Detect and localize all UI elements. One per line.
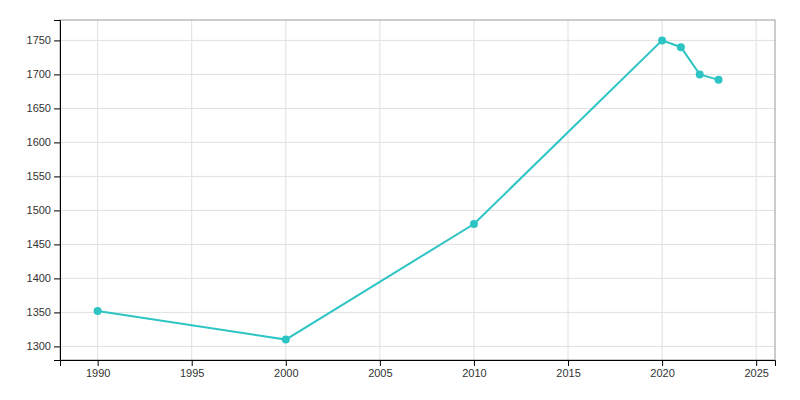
y-grid-line [60,312,775,313]
y-tick-label: 1400 [27,272,51,284]
x-tick: 2015 [556,360,580,379]
x-tick-mark [756,360,757,366]
y-tick: 1750 [27,34,60,46]
y-tick-mark [54,108,60,109]
y-grid-line [60,40,775,41]
x-tick: 2005 [368,360,392,379]
x-tick-mark [380,360,381,366]
x-grid-line [285,20,286,360]
point [94,307,102,315]
y-tick: 1650 [27,102,60,114]
y-tick-label: 1550 [27,170,51,182]
point [470,220,478,228]
x-tick-label: 2010 [462,367,486,379]
x-tick-label: 2005 [368,367,392,379]
point [658,36,666,44]
y-axis-line [54,21,61,361]
y-tick: 1350 [27,306,60,318]
x-tick-label: 2025 [744,367,768,379]
x-tick: 2000 [274,360,298,379]
x-grid-line [191,20,192,360]
y-grid-line [60,346,775,347]
plot-area: 1990 1995 2000 2005 2010 2015 2020 2025 1300 1350… [27,20,776,379]
y-grid-line [60,210,775,211]
x-tick-label: 1995 [180,367,204,379]
y-tick-label: 1750 [27,34,51,46]
y-grid-line [60,278,775,279]
y-tick: 1700 [27,68,60,80]
x-tick-mark [568,360,569,366]
x-grid-line [568,20,569,360]
y-tick-mark [54,142,60,143]
y-tick: 1450 [27,238,60,250]
line [98,40,719,339]
point [282,336,290,344]
x-grid-line [473,20,474,360]
y-tick-mark [54,346,60,347]
x-tick-label: 2000 [274,367,298,379]
x-grid-line [662,20,663,360]
y-grid-line [60,176,775,177]
y-tick-label: 1650 [27,102,51,114]
y-tick-label: 1700 [27,68,51,80]
y-grid-line [60,244,775,245]
x-tick: 1990 [86,360,110,379]
y-tick: 1500 [27,204,60,216]
y-grid-line [60,142,775,143]
x-axis-line [61,361,776,367]
y-tick-label: 1450 [27,238,51,250]
plot-frame [60,20,775,360]
y-tick: 1300 [27,340,60,352]
x-tick-mark [286,360,287,366]
y-tick-mark [54,40,60,41]
point [715,76,723,84]
x-tick-mark [98,360,99,366]
y-grid-line [60,108,775,109]
y-tick-mark [54,244,60,245]
y-grid-line [60,74,775,75]
y-axis: 1300 1350 1400 1450 1500 1550 1600 1650 1700 1750 [27,21,61,361]
x-tick: 2025 [744,360,768,379]
y-tick-label: 1500 [27,204,51,216]
x-tick-mark [662,360,663,366]
y-tick: 1600 [27,136,60,148]
chart-svg: 1990 1995 2000 2005 2010 2015 2020 2025 1300 1350… [0,0,800,400]
point [677,43,685,51]
y-tick-mark [54,210,60,211]
y-tick-mark [54,176,60,177]
x-axis: 1990 1995 2000 2005 2010 2015 2020 2025 [61,360,776,379]
x-tick-mark [192,360,193,366]
y-tick-label: 1600 [27,136,51,148]
y-tick-mark [54,278,60,279]
y-tick: 1550 [27,170,60,182]
x-tick: 1995 [180,360,204,379]
x-tick-label: 2015 [556,367,580,379]
y-tick-mark [54,312,60,313]
chart-container: 1990 1995 2000 2005 2010 2015 2020 2025 1300 1350… [0,0,800,400]
x-tick: 2010 [462,360,486,379]
x-tick-mark [474,360,475,366]
x-tick-label: 2020 [650,367,674,379]
y-tick-label: 1350 [27,306,51,318]
marks [94,36,723,343]
x-grid-line [756,20,757,360]
x-tick-label: 1990 [86,367,110,379]
y-tick: 1400 [27,272,60,284]
x-grid-line [379,20,380,360]
x-tick: 2020 [650,360,674,379]
grid [60,20,775,360]
y-tick-label: 1300 [27,340,51,352]
point [696,70,704,78]
y-tick-mark [54,74,60,75]
